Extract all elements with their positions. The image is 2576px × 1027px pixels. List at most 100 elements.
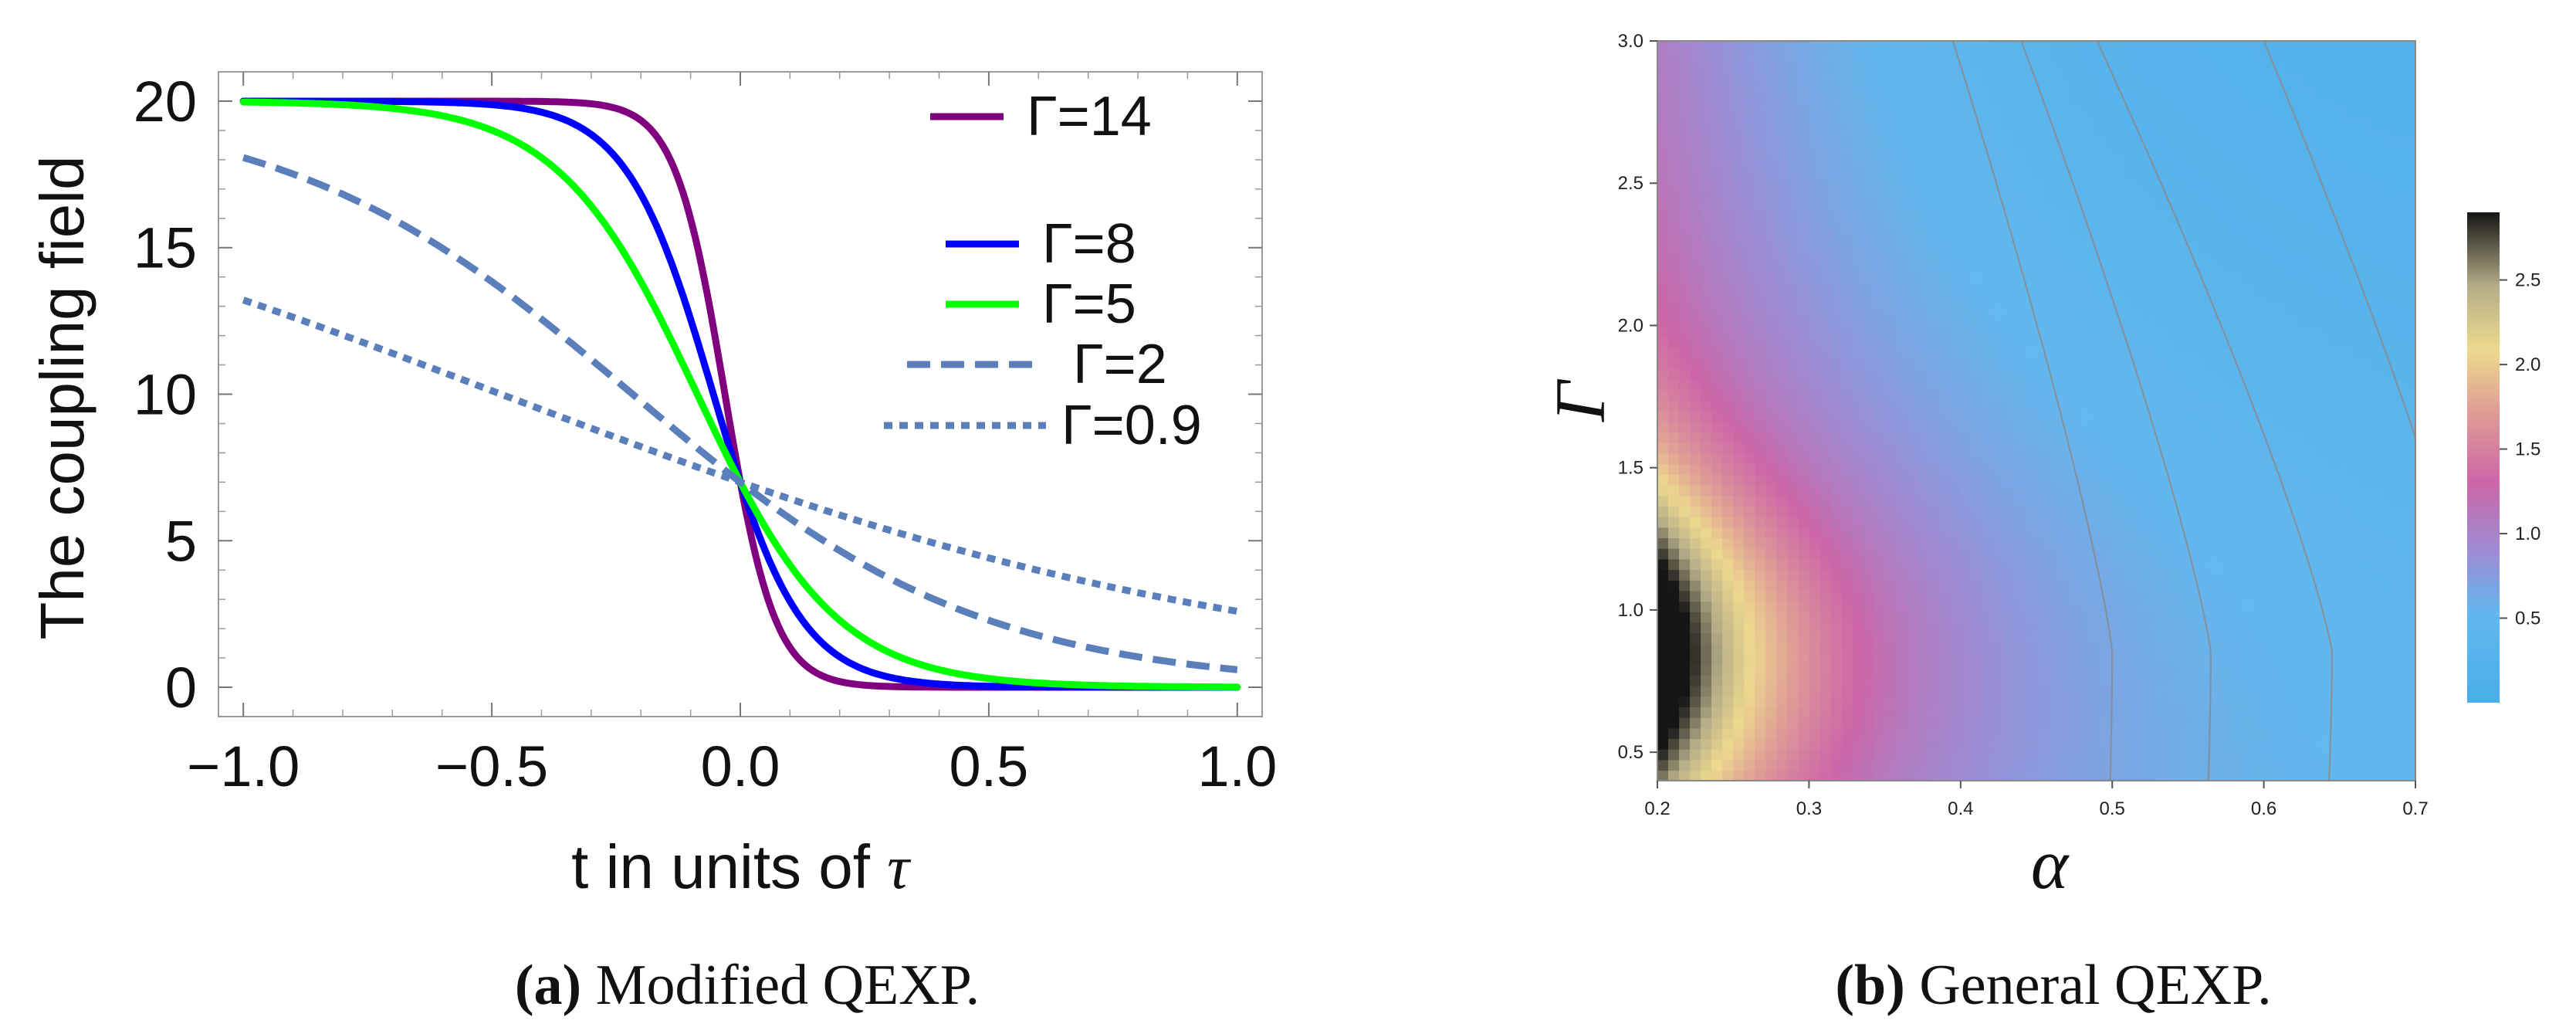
heatmap-cell xyxy=(2047,210,2059,222)
heatmap-cell xyxy=(2101,51,2113,63)
heatmap-cell xyxy=(2199,770,2211,781)
heatmap-cell xyxy=(2069,263,2080,274)
heatmap-cell xyxy=(1928,452,1940,465)
heatmap-cell xyxy=(2350,146,2362,158)
heatmap-cell xyxy=(2231,547,2243,560)
heatmap-cell xyxy=(1787,157,1799,168)
heatmap-cell xyxy=(2166,569,2178,581)
heatmap-cell xyxy=(1874,41,1886,53)
heatmap-cell xyxy=(2177,707,2189,718)
heatmap-cell xyxy=(2003,337,2016,348)
heatmap-cell xyxy=(2080,114,2091,127)
heatmap-cell xyxy=(2296,653,2308,666)
heatmap-cell xyxy=(2101,717,2113,729)
heatmap-cell xyxy=(2350,411,2362,422)
heatmap-cell xyxy=(1917,220,1929,232)
heatmap-cell xyxy=(1949,411,1962,422)
heatmap-cell xyxy=(1679,580,1691,591)
heatmap-cell xyxy=(2307,337,2319,348)
heatmap-cell xyxy=(2036,358,2048,370)
heatmap-cell xyxy=(2263,146,2276,158)
heatmap-cell xyxy=(1960,580,1972,591)
heatmap-cell xyxy=(1722,558,1734,571)
heatmap-cell xyxy=(2393,136,2405,147)
heatmap-cell xyxy=(1895,632,1907,644)
heatmap-cell xyxy=(1874,210,1886,222)
heatmap-cell xyxy=(2047,707,2059,718)
heatmap-cell xyxy=(2080,580,2091,591)
heatmap-cell xyxy=(1744,738,1755,750)
heatmap-cell xyxy=(1776,516,1789,528)
heatmap-cell xyxy=(1949,484,1962,497)
heatmap-cell xyxy=(2285,643,2297,655)
heatmap-cell xyxy=(2014,558,2026,571)
heatmap-cell xyxy=(1819,759,1832,771)
heatmap-cell xyxy=(1960,685,1972,697)
heatmap-cell xyxy=(1938,114,1951,127)
heatmap-cell xyxy=(2253,558,2265,571)
heatmap-cell xyxy=(1884,707,1897,718)
heatmap-cell xyxy=(2296,210,2308,222)
heatmap-cell xyxy=(1733,220,1745,232)
heatmap-cell xyxy=(2177,305,2189,317)
heatmap-cell xyxy=(2058,727,2070,740)
heatmap-cell xyxy=(1960,632,1972,644)
heatmap-cell xyxy=(2242,452,2254,465)
heatmap-cell xyxy=(2199,442,2211,454)
heatmap-cell xyxy=(2296,569,2308,581)
heatmap-cell xyxy=(2296,622,2308,634)
heatmap-cell xyxy=(1863,442,1875,454)
heatmap-cell xyxy=(2253,759,2265,771)
heatmap-cell xyxy=(2123,452,2134,465)
heatmap-cell xyxy=(1852,337,1864,348)
heatmap-cell xyxy=(1798,484,1810,497)
heatmap-cell xyxy=(2058,389,2070,402)
heatmap-cell xyxy=(1982,93,1994,105)
heatmap-cell xyxy=(2328,484,2341,497)
heatmap-cell xyxy=(1938,442,1951,454)
heatmap-cell xyxy=(1819,136,1832,147)
heatmap-cell xyxy=(1971,73,1983,84)
heatmap-cell xyxy=(2209,168,2222,179)
heatmap-cell xyxy=(1960,748,1972,761)
heatmap-cell xyxy=(2090,178,2102,190)
heatmap-cell xyxy=(1733,421,1745,433)
heatmap-cell xyxy=(2036,411,2048,422)
heatmap-cell xyxy=(2026,378,2037,391)
heatmap-cell xyxy=(2393,73,2405,84)
heatmap-cell xyxy=(2328,506,2341,517)
heatmap-cell xyxy=(1830,547,1843,560)
heatmap-cell xyxy=(2274,400,2287,412)
heatmap-cell xyxy=(2036,580,2048,591)
heatmap-cell xyxy=(2361,83,2373,95)
heatmap-cell xyxy=(2177,400,2189,412)
heatmap-cell xyxy=(1863,283,1875,296)
heatmap-cell xyxy=(2144,748,2157,761)
heatmap-cell xyxy=(2101,136,2113,147)
heatmap-cell xyxy=(1906,41,1918,53)
heatmap-cell xyxy=(2220,62,2232,73)
heatmap-cell xyxy=(2209,358,2222,370)
heatmap-cell xyxy=(1830,337,1843,348)
heatmap-cell xyxy=(1744,114,1755,127)
heatmap-cell xyxy=(2058,643,2070,655)
heatmap-cell xyxy=(1776,632,1789,644)
heatmap-cell xyxy=(1679,770,1691,781)
heatmap-cell xyxy=(2112,759,2124,771)
heatmap-cell xyxy=(1830,474,1843,486)
heatmap-cell xyxy=(1917,305,1929,317)
heatmap-cell xyxy=(1744,632,1755,644)
heatmap-cell xyxy=(2069,547,2080,560)
heatmap-cell xyxy=(2112,400,2124,412)
heatmap-cell xyxy=(1819,432,1832,443)
heatmap-cell xyxy=(2339,727,2351,740)
heatmap-cell xyxy=(1992,452,2005,465)
heatmap-cell xyxy=(1776,178,1789,190)
heatmap-cell xyxy=(2014,168,2026,179)
heatmap-cell xyxy=(1711,474,1723,486)
heatmap-cell xyxy=(1949,378,1962,391)
heatmap-cell xyxy=(2123,252,2134,264)
heatmap-cell xyxy=(1701,378,1712,391)
heatmap-cell xyxy=(2090,337,2102,348)
heatmap-cell xyxy=(2155,157,2168,168)
